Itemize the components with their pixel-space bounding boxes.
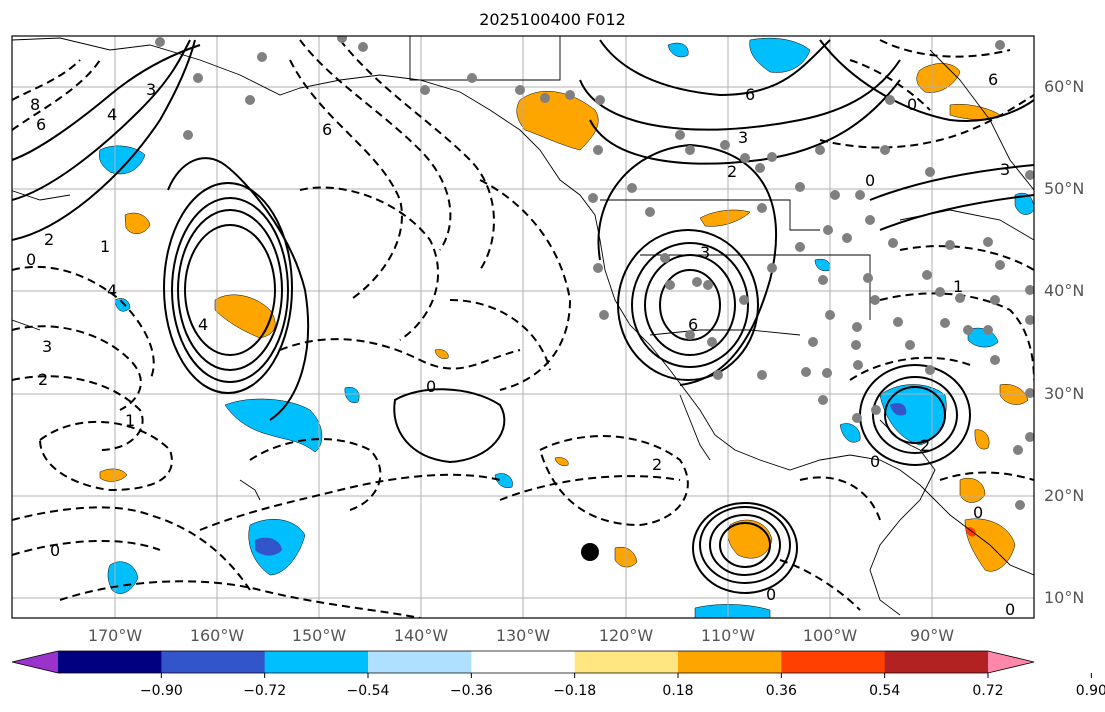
contour-label: 0 — [907, 95, 917, 114]
lon-label: 160°W — [189, 626, 245, 645]
cold-anomaly-fills — [99, 37, 1034, 618]
colorbar-tick-label: 0.72 — [972, 683, 1004, 699]
contour-label: 3 — [738, 128, 748, 147]
lon-label: 120°W — [598, 626, 654, 645]
deep-anomaly-fills — [255, 402, 976, 556]
contour-label: 3 — [146, 80, 156, 99]
colorbar-segment — [264, 651, 369, 673]
contour-label: 3 — [1000, 160, 1010, 179]
colorbar-segment — [574, 651, 679, 673]
contour-label: 0 — [1005, 600, 1015, 619]
contour-labels: 8 6 4 2 0 1 3 3 2 1 0 4 4 0 6 6 3 2 0 3 … — [26, 70, 1015, 619]
contour-label: 8 — [30, 95, 40, 114]
colorbar-tick-label: −0.72 — [243, 683, 287, 699]
lon-label: 130°W — [495, 626, 551, 645]
contour-label: 2 — [920, 436, 930, 455]
colorbar-tick-label: 0.18 — [662, 683, 694, 699]
contour-label: 0 — [26, 250, 36, 269]
colorbar-outline — [11, 650, 1035, 674]
colorbar-segment — [161, 651, 266, 673]
colorbar — [11, 650, 1092, 678]
colorbar-segment — [781, 651, 886, 673]
colorbar-tick-label: −0.36 — [449, 683, 493, 699]
lat-label: 60°N — [1044, 77, 1085, 96]
colorbar-extend-min — [12, 651, 58, 673]
contour-label: 6 — [322, 120, 332, 139]
lat-label: 40°N — [1044, 281, 1085, 300]
colorbar-segment — [884, 651, 989, 673]
contour-label: 3 — [700, 243, 710, 262]
contour-label: 0 — [973, 503, 983, 522]
storm-marker — [581, 543, 599, 561]
lat-label: 50°N — [1044, 179, 1085, 198]
contour-label: 4 — [107, 281, 117, 300]
contour-label: 0 — [766, 585, 776, 604]
contour-label: 0 — [50, 541, 60, 560]
contour-label: 6 — [745, 85, 755, 104]
lon-label: 170°W — [87, 626, 143, 645]
colorbar-segment — [471, 651, 576, 673]
contour-label: 2 — [652, 455, 662, 474]
station-markers — [155, 36, 1034, 510]
solid-contours — [12, 39, 1034, 594]
contour-label: 6 — [988, 70, 998, 89]
contour-label: 1 — [953, 277, 963, 296]
lon-label: 150°W — [291, 626, 347, 645]
contour-label: 1 — [125, 411, 135, 430]
colorbar-segment — [678, 651, 782, 673]
contour-label: 0 — [870, 452, 880, 471]
map-title: 2025100400 F012 — [479, 10, 626, 29]
lat-label: 10°N — [1044, 588, 1085, 607]
colorbar-tick-label: 0.36 — [765, 683, 797, 699]
colorbar-tick-label: 0.90 — [1075, 683, 1105, 699]
lon-label: 90°W — [909, 626, 955, 645]
lon-label: 110°W — [700, 626, 756, 645]
contour-label: 3 — [42, 337, 52, 356]
colorbar-extend-max — [988, 651, 1034, 673]
lat-label: 20°N — [1044, 486, 1085, 505]
contour-label: 6 — [688, 315, 698, 334]
contour-label: 2 — [44, 230, 54, 249]
colorbar-segment — [58, 651, 162, 673]
colorbar-segment — [368, 651, 472, 673]
map-frame — [11, 35, 1035, 619]
colorbar-tick-label: 0.54 — [869, 683, 901, 699]
contour-label: 4 — [198, 315, 208, 334]
contour-label: 6 — [36, 115, 46, 134]
contour-label: 0 — [865, 171, 875, 190]
lat-label: 30°N — [1044, 384, 1085, 403]
lon-label: 100°W — [802, 626, 858, 645]
lon-label: 140°W — [393, 626, 449, 645]
contour-label: 4 — [107, 105, 117, 124]
coastlines — [12, 36, 1034, 616]
contour-label: 1 — [100, 237, 110, 256]
colorbar-tick-label: −0.18 — [553, 683, 597, 699]
colorbar-tick-label: −0.90 — [139, 683, 183, 699]
contour-label: 0 — [426, 377, 436, 396]
dashed-contours — [12, 39, 1034, 618]
contour-label: 2 — [38, 370, 48, 389]
colorbar-tick-label: −0.54 — [346, 683, 390, 699]
contour-label: 2 — [727, 162, 737, 181]
